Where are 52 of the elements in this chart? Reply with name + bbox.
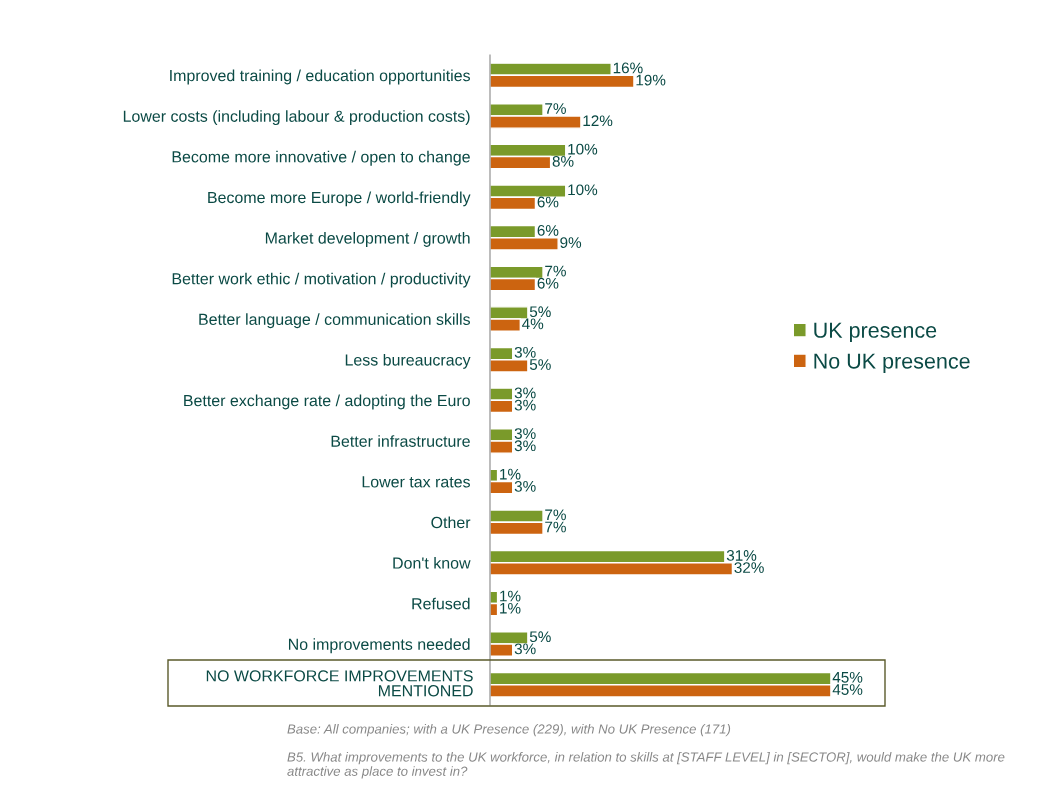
data-label: 1% [500, 602, 521, 614]
data-label: 7% [545, 509, 566, 521]
data-label: 1% [500, 468, 521, 480]
data-label: 7% [545, 265, 566, 277]
data-label: 10% [568, 184, 598, 196]
data-label: 5% [529, 306, 551, 318]
y-tick-label: Refused [412, 597, 470, 610]
data-label: 32% [734, 562, 764, 574]
data-label: 5% [529, 359, 551, 370]
data-label: 3% [514, 346, 536, 358]
y-tick-label: Become more Europe / world-friendly [208, 191, 471, 207]
data-label: 45% [832, 671, 863, 683]
y-tick-label: Lower costs (including labour & production costs) [123, 110, 470, 126]
data-label: 31% [726, 550, 757, 561]
data-label: 3% [514, 428, 536, 439]
y-tick-label: Improved training / education opportunities [170, 69, 470, 85]
text: B5. What improvements to the UK workforce, in relation to skills at [STAFF LEVEL] in [SECTOR], would make the UK more attractive as place to invest in? [287, 752, 1005, 779]
y-tick-label: Become more innovative / open to change [172, 150, 470, 166]
legend-label: UK presence [814, 322, 937, 343]
y-tick-label: Better language / communication skills [199, 313, 470, 329]
data-label: 10% [568, 143, 598, 155]
data-label: 3% [514, 480, 536, 492]
y-tick-label: NO WORKFORCE IMPROVEMENTS MENTIONED [206, 670, 473, 697]
y-tick-label: Don't know [393, 557, 471, 569]
data-label: 16% [613, 62, 643, 74]
data-label: 1% [500, 590, 521, 602]
data-label: 19% [636, 74, 666, 86]
y-tick-label: Better work ethic / motivation / productivity [172, 272, 471, 288]
data-label: 6% [537, 196, 559, 208]
data-label: 9% [560, 237, 582, 249]
y-tick-label: Better infrastructure [331, 435, 470, 447]
data-label: 3% [514, 399, 536, 411]
data-label: 6% [537, 277, 559, 289]
y-tick-label: Other [431, 516, 471, 529]
data-label: 7% [545, 521, 566, 533]
data-label: 3% [514, 643, 536, 655]
text: Base: All companies; with a UK Presence (229), with No UK Presence (171) [287, 724, 731, 737]
data-label: 3% [514, 387, 536, 399]
data-label: 6% [537, 225, 559, 236]
data-label: 5% [529, 631, 551, 643]
data-label: 3% [514, 440, 536, 452]
data-label: 4% [522, 318, 544, 330]
y-tick-label: Market development / growth [265, 232, 470, 247]
data-label: 8% [552, 155, 574, 167]
y-tick-label: Lower tax rates [362, 476, 470, 488]
data-label: 12% [583, 115, 613, 127]
y-tick-label: Better exchange rate / adopting the Euro [184, 394, 470, 410]
data-label: 7% [545, 103, 566, 114]
y-tick-label: No improvements needed [288, 638, 470, 654]
data-label: 45% [832, 684, 863, 695]
legend-label: No UK presence [814, 353, 970, 373]
y-tick-label: Less bureaucracy [345, 353, 471, 369]
